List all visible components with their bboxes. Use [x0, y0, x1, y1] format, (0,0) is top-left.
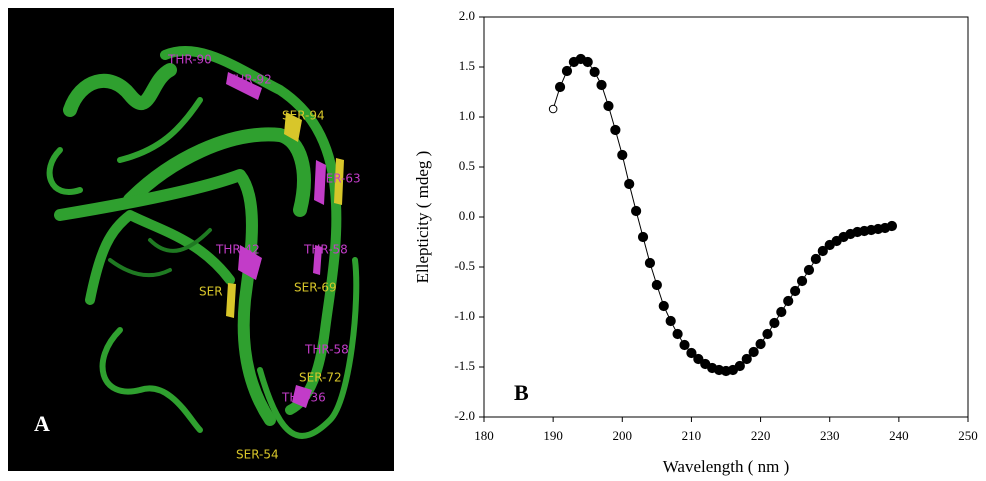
x-tick-label: 230	[820, 428, 840, 443]
x-tick-label: 220	[751, 428, 771, 443]
data-point	[651, 279, 662, 291]
y-tick-label: -1.0	[454, 308, 475, 323]
y-tick-label: 1.0	[459, 108, 475, 123]
data-point	[886, 220, 898, 232]
residue-label: THR-58	[303, 243, 348, 257]
y-tick-label: -1.5	[454, 358, 475, 373]
data-point	[658, 300, 669, 312]
data-point	[672, 328, 683, 340]
x-tick-label: 190	[543, 428, 563, 443]
residue-label: THR-42	[215, 243, 260, 257]
data-point	[686, 347, 697, 359]
data-point	[790, 285, 801, 297]
y-tick-label: -0.5	[454, 258, 475, 273]
data-point	[783, 295, 794, 307]
panel-label: B	[514, 380, 529, 405]
data-point	[762, 328, 773, 340]
residue-label: SER-72	[299, 371, 342, 385]
x-tick-label: 250	[958, 428, 978, 443]
residue-label: THR-90	[167, 53, 212, 67]
ribbon-structure	[46, 45, 360, 439]
y-tick-label: 0.0	[459, 208, 475, 223]
data-point	[610, 124, 621, 136]
data-point	[637, 231, 649, 243]
data-point	[603, 100, 614, 112]
y-tick-label: 0.5	[459, 158, 475, 173]
residue-label: THR-58	[304, 343, 349, 357]
protein-panel: THR-90 THR-92 SER-94 SER-63 THR-42 THR-5…	[8, 8, 394, 471]
data-point	[617, 149, 628, 161]
y-tick-label: 1.5	[459, 58, 475, 73]
y-axis-title: Ellepticity ( mdeg )	[413, 151, 432, 284]
data-point	[734, 360, 745, 372]
residue-label: THR-36	[281, 391, 326, 405]
data-point	[741, 353, 752, 365]
x-tick-label: 200	[613, 428, 633, 443]
residue-label: THR-92	[227, 73, 272, 87]
data-point	[810, 253, 821, 265]
plot-frame	[483, 16, 969, 418]
x-axis-title: Wavelength ( nm )	[663, 457, 790, 476]
x-tick-label: 240	[889, 428, 909, 443]
data-point	[554, 81, 566, 93]
data-point	[803, 264, 815, 276]
residue-label: SER-63	[318, 172, 361, 186]
data-point	[748, 346, 759, 358]
residue-label: SER-54	[236, 448, 279, 462]
residue-label: SER-94	[282, 109, 325, 123]
data-point	[561, 65, 573, 77]
data-point	[693, 353, 704, 365]
data-point	[769, 317, 780, 329]
data-point	[644, 257, 656, 269]
data-point	[631, 205, 642, 217]
data-point	[796, 275, 808, 287]
data-point	[665, 315, 676, 327]
data-point	[817, 245, 828, 257]
residue-label: SER-69	[294, 281, 337, 295]
data-point	[582, 56, 593, 68]
data-point	[589, 66, 600, 78]
panel-label: A	[34, 411, 50, 436]
data-point	[548, 104, 558, 114]
data-point	[596, 79, 607, 91]
y-tick-label: -2.0	[454, 408, 475, 423]
data-point	[624, 178, 635, 190]
residue-label: SER	[199, 285, 223, 299]
data-point	[679, 339, 690, 351]
x-tick-label: 180	[474, 428, 494, 443]
x-tick-label: 210	[682, 428, 702, 443]
data-point	[755, 338, 766, 350]
data-point	[776, 306, 787, 318]
y-tick-label: 2.0	[459, 8, 475, 23]
